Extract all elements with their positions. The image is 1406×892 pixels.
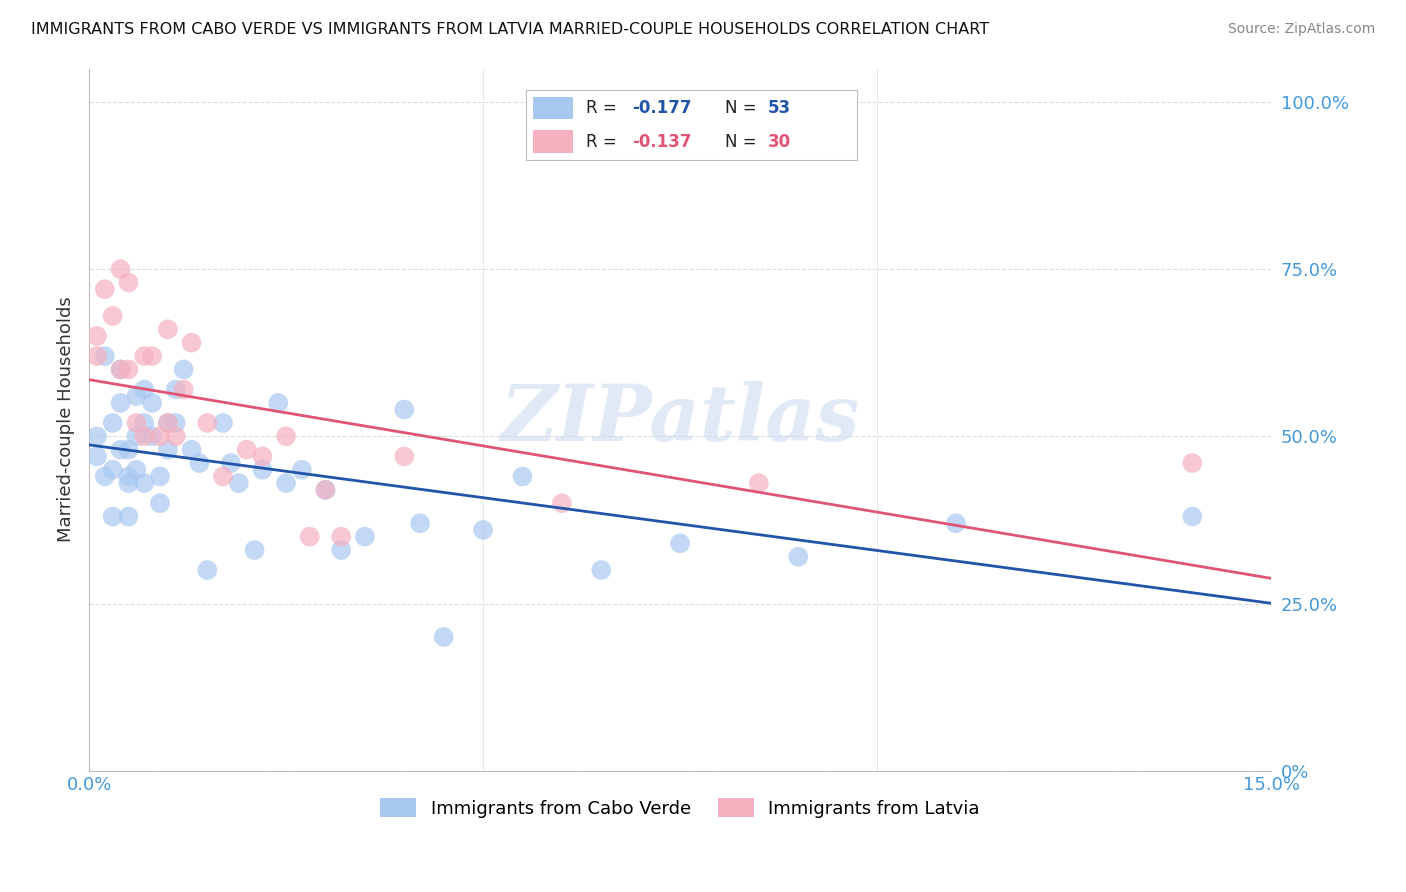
Point — [101, 463, 124, 477]
Point — [110, 396, 132, 410]
Point — [156, 416, 179, 430]
Point — [86, 349, 108, 363]
Text: Source: ZipAtlas.com: Source: ZipAtlas.com — [1227, 22, 1375, 37]
Point — [212, 416, 235, 430]
Point — [134, 383, 156, 397]
Point — [86, 329, 108, 343]
Point — [134, 416, 156, 430]
Point — [243, 543, 266, 558]
Point — [156, 442, 179, 457]
Point — [165, 429, 187, 443]
Point — [195, 416, 218, 430]
Point — [110, 442, 132, 457]
Point — [117, 476, 139, 491]
Point — [156, 416, 179, 430]
Point — [110, 362, 132, 376]
Legend: Immigrants from Cabo Verde, Immigrants from Latvia: Immigrants from Cabo Verde, Immigrants f… — [373, 791, 987, 825]
Point — [94, 349, 117, 363]
Point — [117, 276, 139, 290]
Point — [409, 516, 432, 531]
Point — [314, 483, 336, 497]
Point — [1181, 456, 1204, 470]
Point — [173, 383, 195, 397]
Point — [86, 450, 108, 464]
Point — [298, 530, 321, 544]
Point — [110, 362, 132, 376]
Point — [125, 429, 148, 443]
Point — [117, 362, 139, 376]
Point — [219, 456, 242, 470]
Point — [228, 476, 250, 491]
Point — [330, 543, 353, 558]
Point — [86, 429, 108, 443]
Point — [330, 530, 353, 544]
Point — [433, 630, 456, 644]
Point — [117, 469, 139, 483]
Point — [212, 469, 235, 483]
Point — [945, 516, 967, 531]
Point — [94, 282, 117, 296]
Text: IMMIGRANTS FROM CABO VERDE VS IMMIGRANTS FROM LATVIA MARRIED-COUPLE HOUSEHOLDS C: IMMIGRANTS FROM CABO VERDE VS IMMIGRANTS… — [31, 22, 988, 37]
Point — [591, 563, 613, 577]
Point — [180, 442, 202, 457]
Point — [267, 396, 290, 410]
Point — [274, 476, 297, 491]
Point — [165, 416, 187, 430]
Point — [141, 429, 163, 443]
Point — [173, 362, 195, 376]
Point — [149, 496, 172, 510]
Point — [291, 463, 314, 477]
Point — [125, 416, 148, 430]
Point — [394, 450, 416, 464]
Point — [1181, 509, 1204, 524]
Point — [125, 463, 148, 477]
Point — [110, 262, 132, 277]
Point — [188, 456, 211, 470]
Point — [314, 483, 336, 497]
Point — [101, 309, 124, 323]
Point — [669, 536, 692, 550]
Point — [252, 463, 274, 477]
Point — [94, 469, 117, 483]
Point — [141, 396, 163, 410]
Point — [180, 335, 202, 350]
Text: ZIPatlas: ZIPatlas — [501, 382, 860, 458]
Point — [748, 476, 770, 491]
Point — [787, 549, 810, 564]
Point — [472, 523, 495, 537]
Y-axis label: Married-couple Households: Married-couple Households — [58, 297, 75, 542]
Point — [134, 429, 156, 443]
Point — [512, 469, 534, 483]
Point — [156, 322, 179, 336]
Point — [117, 509, 139, 524]
Point — [274, 429, 297, 443]
Point — [134, 476, 156, 491]
Point — [252, 450, 274, 464]
Point — [149, 429, 172, 443]
Point — [195, 563, 218, 577]
Point — [551, 496, 574, 510]
Point — [354, 530, 377, 544]
Point — [394, 402, 416, 417]
Point — [141, 349, 163, 363]
Point — [134, 349, 156, 363]
Point — [165, 383, 187, 397]
Point — [101, 509, 124, 524]
Point — [149, 469, 172, 483]
Point — [117, 442, 139, 457]
Point — [101, 416, 124, 430]
Point — [125, 389, 148, 403]
Point — [235, 442, 257, 457]
